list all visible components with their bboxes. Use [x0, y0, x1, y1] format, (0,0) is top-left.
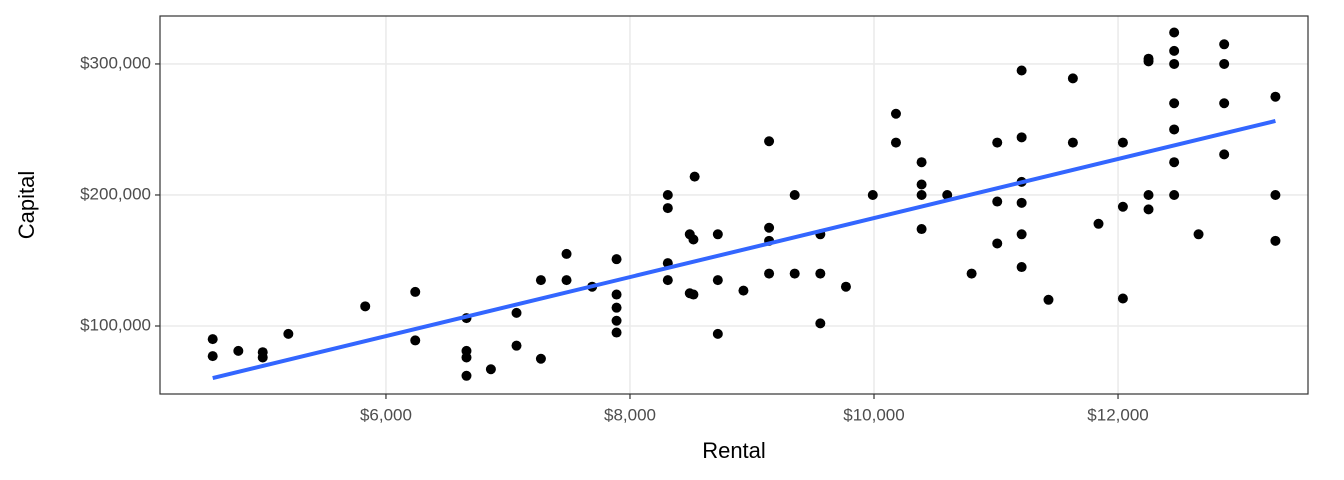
point [916, 189, 927, 200]
point [916, 179, 927, 190]
point [688, 289, 699, 300]
point [942, 189, 953, 200]
point [815, 318, 826, 329]
point [1016, 197, 1027, 208]
point [789, 189, 800, 200]
point [1067, 137, 1078, 148]
point [1219, 149, 1230, 160]
point [207, 334, 218, 345]
point [1169, 157, 1180, 168]
point [764, 222, 775, 233]
point [840, 281, 851, 292]
trend-line [212, 119, 1276, 380]
point [1219, 39, 1230, 50]
point [1270, 189, 1281, 200]
point [283, 328, 294, 339]
x-tick-label: $8,000 [604, 405, 656, 424]
point [688, 234, 699, 245]
point [1270, 91, 1281, 102]
point [1143, 204, 1154, 215]
point [1143, 189, 1154, 200]
point [764, 268, 775, 279]
y-tick-label: $300,000 [80, 53, 151, 72]
point [1067, 73, 1078, 84]
point [789, 268, 800, 279]
point [461, 352, 472, 363]
point [867, 189, 878, 200]
panel-border [159, 15, 1309, 395]
point [689, 171, 700, 182]
point [662, 275, 673, 286]
point [611, 302, 622, 313]
point [1193, 229, 1204, 240]
point [511, 307, 522, 318]
point [1016, 229, 1027, 240]
x-tick-label: $12,000 [1087, 405, 1148, 424]
point [1117, 137, 1128, 148]
point [992, 238, 1003, 249]
y-axis-title: Capital [14, 171, 39, 239]
point [712, 275, 723, 286]
point [916, 224, 927, 235]
x-tick-label: $6,000 [360, 405, 412, 424]
point [764, 136, 775, 147]
point [233, 345, 244, 356]
point [360, 301, 371, 312]
point [1117, 201, 1128, 212]
point [1043, 294, 1054, 305]
point [1169, 58, 1180, 69]
point [1016, 65, 1027, 76]
point [410, 335, 421, 346]
point [611, 289, 622, 300]
y-tick-label: $100,000 [80, 315, 151, 334]
point [611, 315, 622, 326]
point [966, 268, 977, 279]
point [1169, 45, 1180, 56]
point [1143, 56, 1154, 67]
point [1169, 189, 1180, 200]
point [611, 327, 622, 338]
point [1219, 98, 1230, 109]
point [561, 275, 572, 286]
x-tick-label: $10,000 [843, 405, 904, 424]
point [1219, 58, 1230, 69]
point [257, 352, 268, 363]
point [611, 254, 622, 265]
point [561, 248, 572, 259]
point [1016, 132, 1027, 143]
point [890, 137, 901, 148]
point [1169, 27, 1180, 38]
point [1117, 293, 1128, 304]
y-tick-label: $200,000 [80, 184, 151, 203]
x-axis-title: Rental [702, 438, 766, 463]
point [992, 137, 1003, 148]
point [1016, 262, 1027, 273]
point [1169, 98, 1180, 109]
point [535, 275, 546, 286]
point [890, 108, 901, 119]
point [1169, 124, 1180, 135]
point [207, 351, 218, 362]
point [1093, 218, 1104, 229]
point [712, 328, 723, 339]
point [461, 370, 472, 381]
point [511, 340, 522, 351]
point [712, 229, 723, 240]
point [410, 286, 421, 297]
point [485, 364, 496, 375]
point [1270, 235, 1281, 246]
point [815, 268, 826, 279]
point [662, 203, 673, 214]
point [916, 157, 927, 168]
point [738, 285, 749, 296]
point [662, 189, 673, 200]
point [535, 353, 546, 364]
point [992, 196, 1003, 207]
